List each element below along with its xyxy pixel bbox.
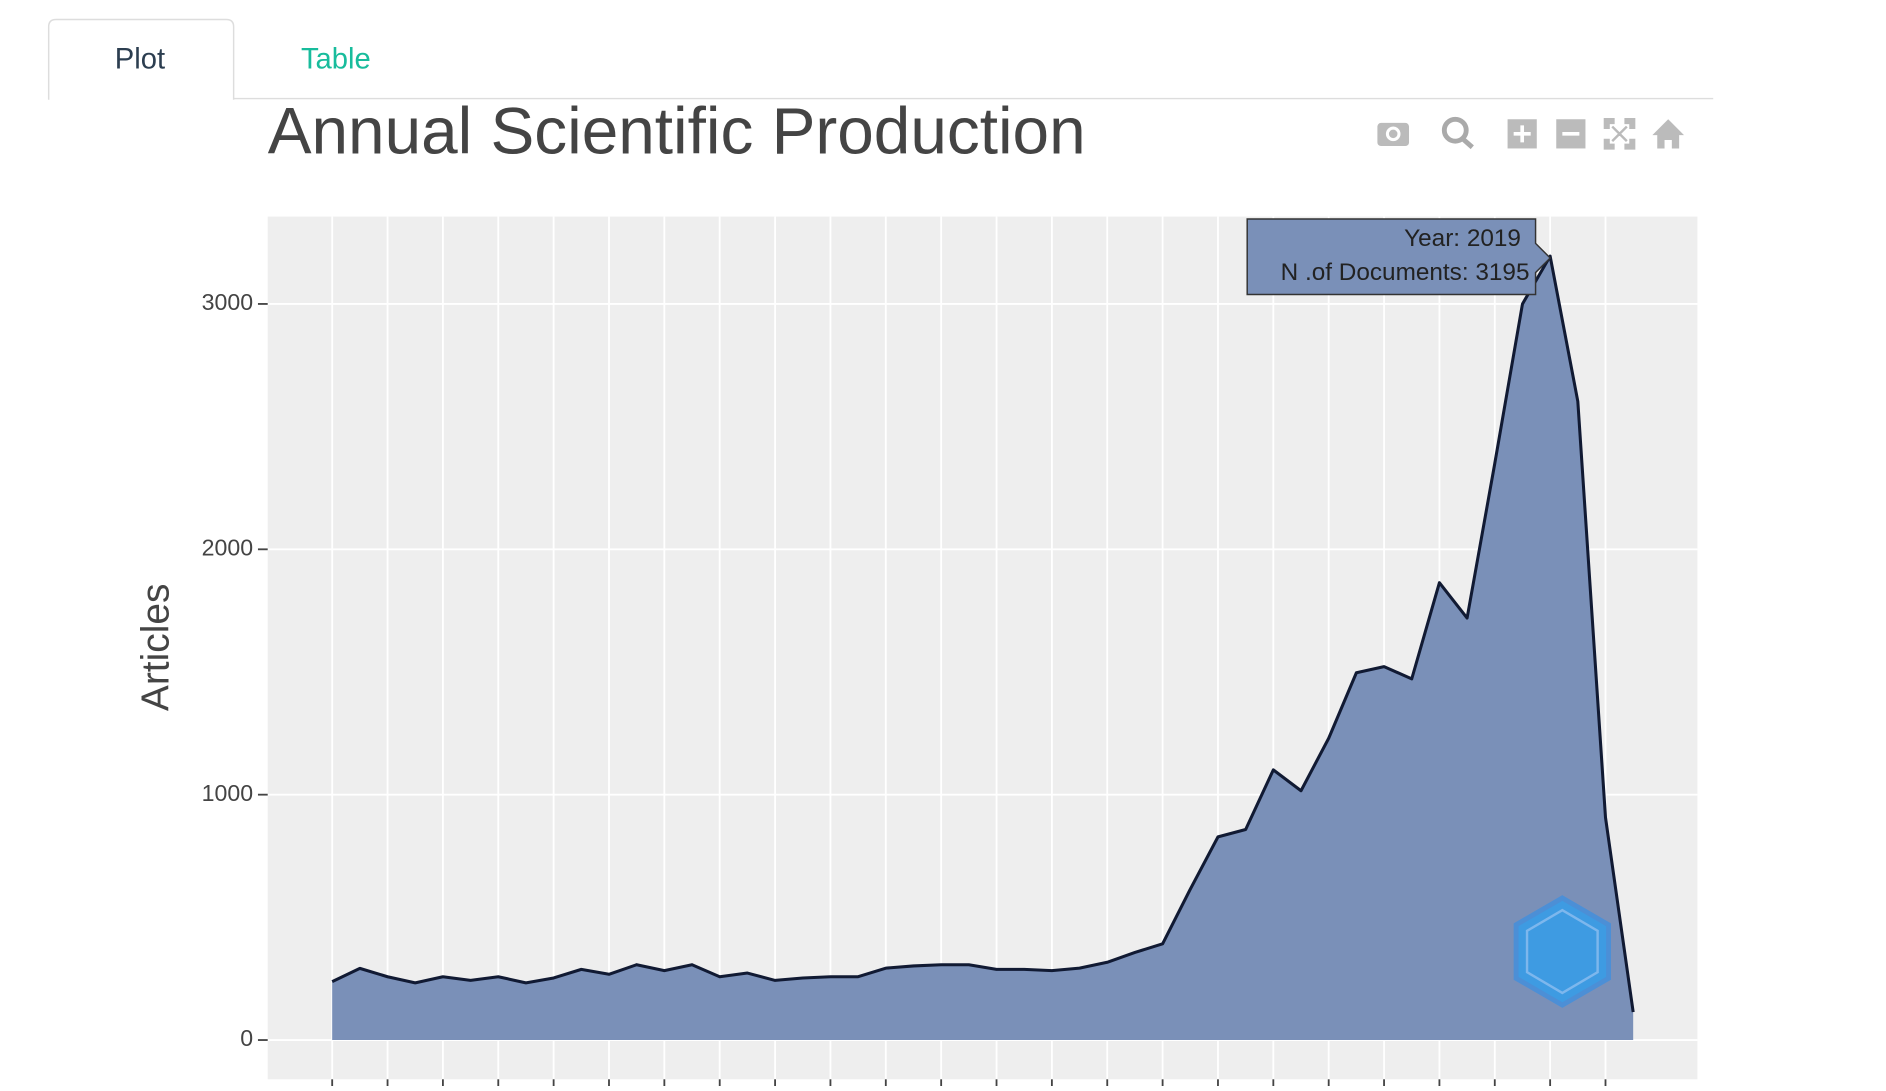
autoscale-icon[interactable] (1603, 118, 1636, 150)
y-tick-label: 0 (240, 1025, 253, 1051)
watermark-logo (1513, 895, 1612, 1008)
tooltip: Year: 2019 N .of Documents: 3195 (1246, 218, 1552, 296)
active-tab[interactable] (47, 18, 235, 100)
y-axis-label: Articles (134, 584, 177, 712)
y-tick-label: 3000 (202, 289, 253, 315)
y-tick-label: 2000 (202, 534, 253, 560)
zoom-icon[interactable] (1441, 116, 1469, 144)
tooltip-text: N .of Documents: 3195 (1281, 259, 1530, 286)
area-fill (332, 256, 1634, 1041)
tooltip-box (1246, 218, 1552, 296)
tooltip-text: Year: 2019 (1404, 225, 1521, 252)
chart-title: Annual Scientific Production (268, 95, 1086, 168)
toolbar (1377, 116, 1685, 150)
tab[interactable]: Table (301, 44, 371, 76)
home-icon[interactable] (1652, 119, 1685, 149)
area-line (331, 254, 1635, 1013)
tab[interactable]: Plot (115, 44, 165, 76)
y-tick-label: 1000 (202, 780, 253, 806)
